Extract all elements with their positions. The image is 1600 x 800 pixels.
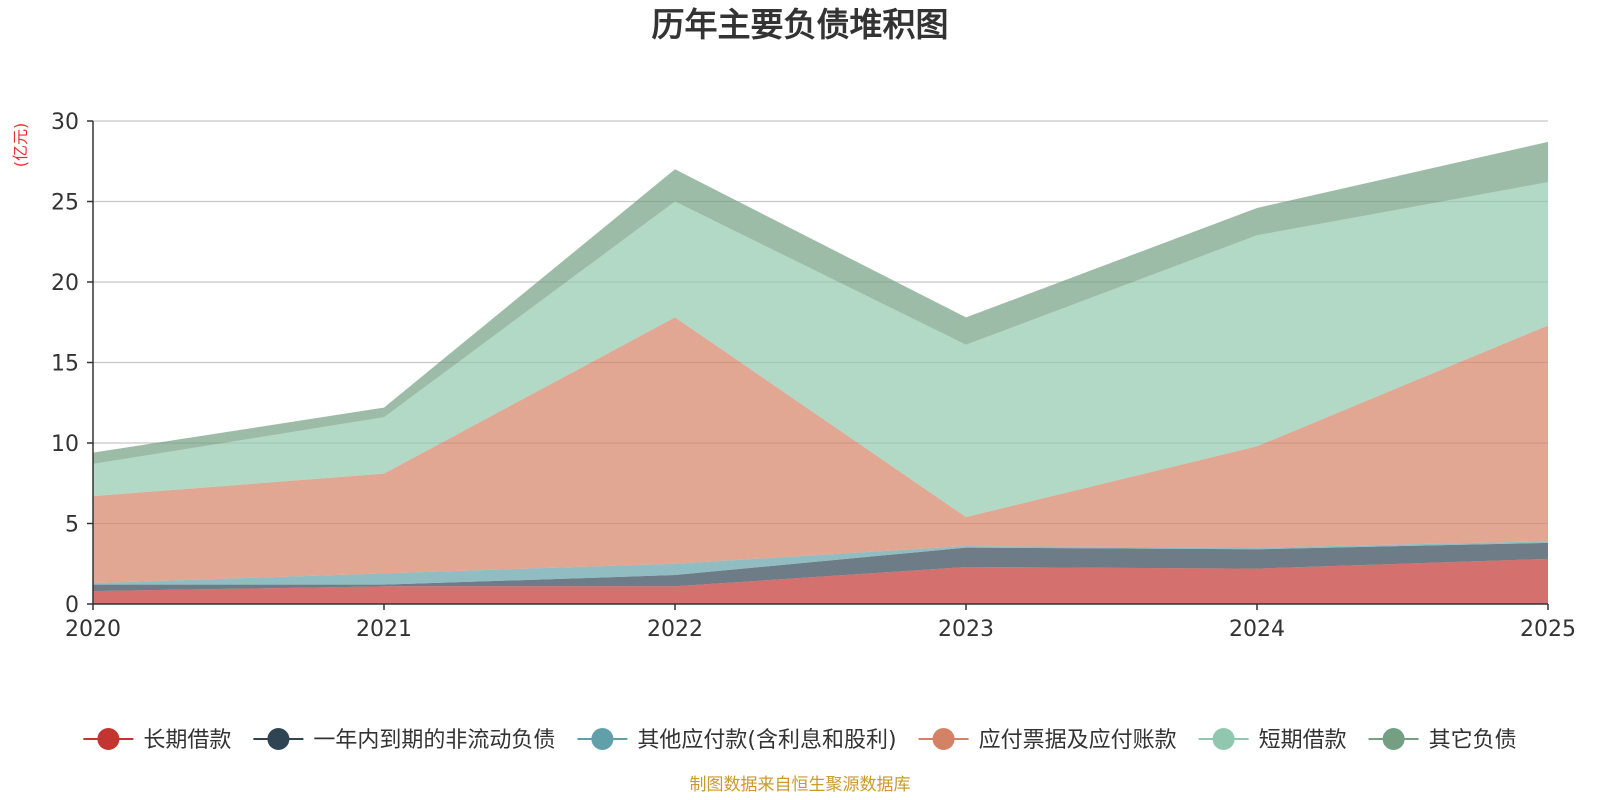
legend-item-3[interactable]: 应付票据及应付账款	[918, 728, 1177, 753]
area-series-2	[93, 541, 1548, 585]
x-tick-label: 2021	[356, 617, 412, 642]
legend-label: 其他应付款(含利息和股利)	[637, 728, 896, 753]
y-tick-label: 30	[51, 110, 79, 135]
stacked-areas	[93, 141, 1548, 604]
y-axis-unit-label: (亿元)	[11, 123, 30, 168]
legend-item-2[interactable]: 其他应付款(含利息和股利)	[577, 728, 897, 753]
x-tick-label: 2022	[647, 617, 703, 642]
area-series-5	[93, 141, 1548, 464]
y-tick-label: 5	[65, 513, 79, 538]
legend-circle-icon	[267, 728, 290, 750]
y-tick-label: 10	[51, 432, 79, 457]
area-series-4	[93, 182, 1548, 518]
legend-label: 长期借款	[143, 728, 231, 753]
y-tick-label: 0	[65, 593, 79, 618]
legend-item-5[interactable]: 其它负债	[1368, 728, 1517, 753]
legend: 长期借款 一年内到期的非流动负债 其他应付款(含利息和股利) 应付票据及应付账款 短期借…	[83, 728, 1517, 753]
y-tick-label: 20	[51, 271, 79, 296]
x-tick-label: 2023	[938, 617, 994, 642]
chart-title: 历年主要负债堆积图	[652, 5, 949, 44]
area-series-3	[93, 317, 1548, 584]
legend-label: 一年内到期的非流动负债	[313, 728, 555, 753]
legend-item-0[interactable]: 长期借款	[83, 728, 231, 753]
legend-item-4[interactable]: 短期借款	[1198, 728, 1347, 753]
legend-label: 其它负债	[1429, 728, 1517, 753]
legend-circle-icon	[97, 728, 120, 750]
y-tick-label: 25	[51, 191, 79, 216]
legend-circle-icon	[1212, 728, 1235, 750]
area-series-1	[93, 542, 1548, 592]
area-series-0	[93, 558, 1548, 604]
x-tick-label: 2020	[65, 617, 121, 642]
y-tick-label: 15	[51, 352, 79, 377]
legend-label: 短期借款	[1259, 728, 1347, 753]
legend-item-1[interactable]: 一年内到期的非流动负债	[253, 728, 555, 753]
legend-label: 应付票据及应付账款	[979, 728, 1177, 753]
source-note: 制图数据来自恒生聚源数据库	[690, 775, 911, 795]
legend-circle-icon	[932, 728, 955, 750]
legend-circle-icon	[591, 728, 614, 750]
legend-circle-icon	[1382, 728, 1405, 750]
x-tick-label: 2025	[1520, 617, 1576, 642]
x-tick-label: 2024	[1229, 617, 1285, 642]
